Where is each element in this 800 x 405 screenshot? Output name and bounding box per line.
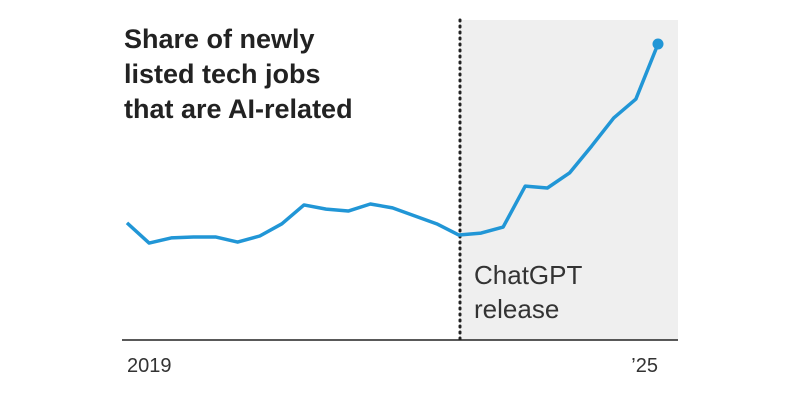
- annotation: release: [474, 294, 559, 324]
- line: [125, 43, 660, 245]
- highlight-region: [460, 20, 678, 340]
- chart-title: listed tech jobs: [124, 59, 321, 89]
- chart-title: Share of newly: [124, 24, 315, 54]
- chart-title: that are AI-related: [124, 94, 353, 124]
- x-tick-label: ’25: [631, 355, 658, 377]
- annotation: ChatGPT: [474, 260, 582, 290]
- x-tick-label: 2019: [127, 355, 172, 377]
- end-marker: [652, 38, 664, 50]
